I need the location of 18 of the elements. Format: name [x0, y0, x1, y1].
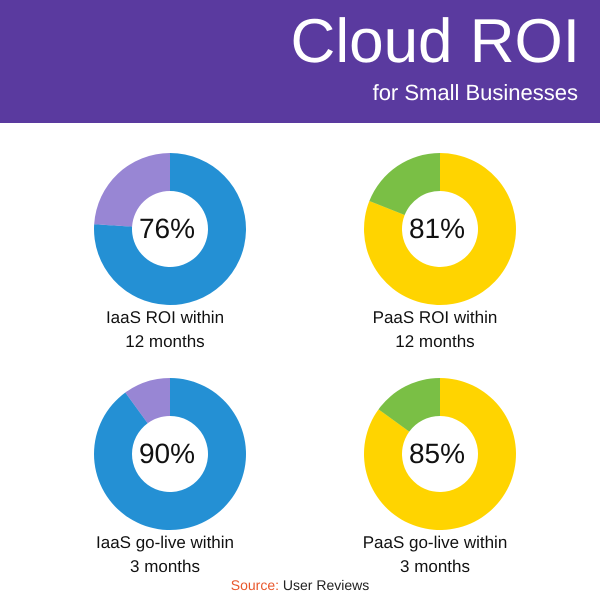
data-label: 90% [138, 438, 196, 469]
data-label: 85% [408, 438, 466, 469]
source-note: Source: User Reviews [230, 577, 370, 593]
text: PaaS ROI within 12 months [372, 307, 498, 353]
data-label: 81% [408, 212, 466, 244]
donut-slice [364, 378, 516, 530]
donut-slice [369, 153, 440, 216]
text: IaaS ROI within 12 months [104, 307, 226, 353]
text: for Small Businesses [372, 80, 578, 106]
donut-slice [94, 153, 246, 305]
donut-slice [378, 378, 440, 432]
text: IaaS go-live within 3 months [95, 532, 235, 576]
data-label: 76% [138, 212, 196, 244]
text: Cloud ROI [290, 6, 580, 77]
donut-slice [125, 378, 170, 424]
donut-slice [364, 153, 516, 305]
text: PaaS go-live within 3 months [362, 532, 508, 576]
donut-slice [94, 378, 246, 530]
